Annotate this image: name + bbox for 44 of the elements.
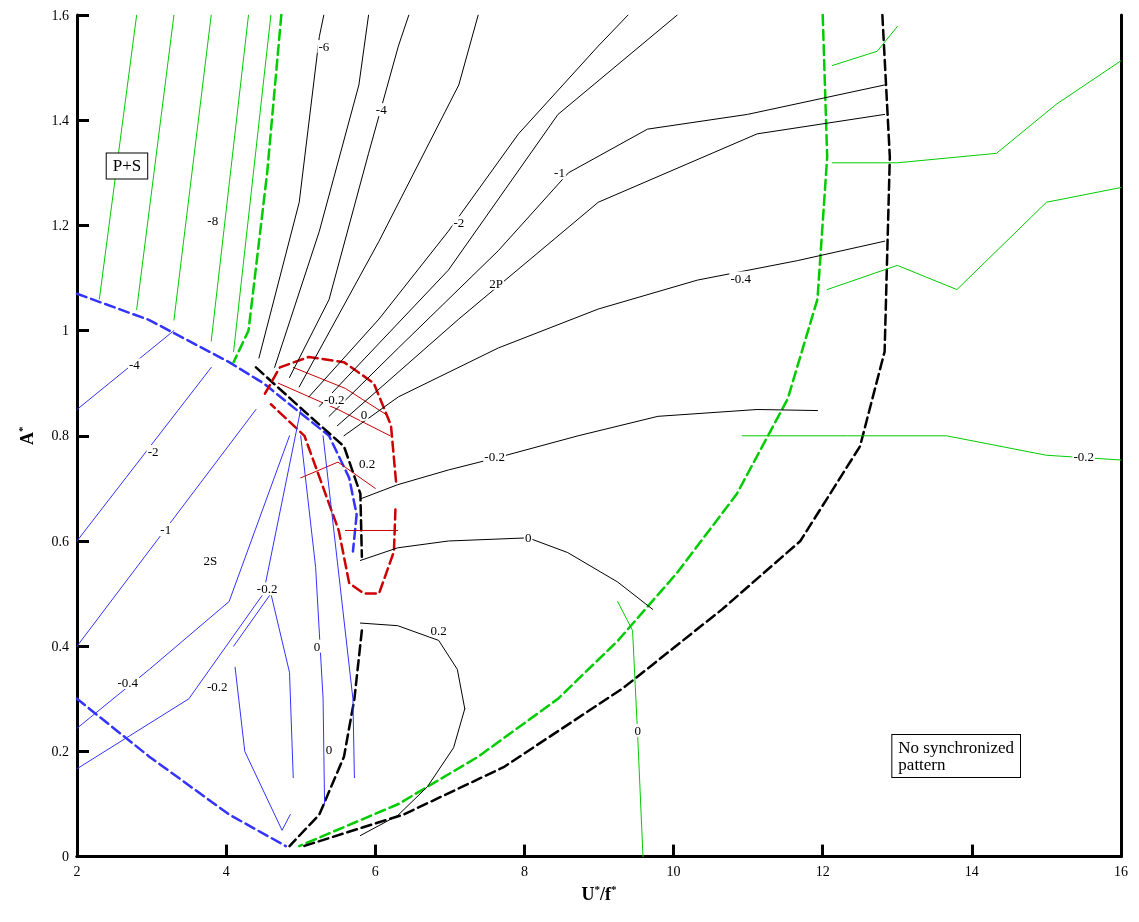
x-tick-label: 6: [371, 864, 379, 880]
annotation: P+S: [112, 156, 142, 176]
annotation: -2: [147, 444, 159, 460]
annotation: 2P: [489, 275, 503, 291]
x-tick-label: 8: [520, 864, 528, 880]
annotation: -6: [318, 39, 330, 55]
annotation: No synchronized pattern: [898, 738, 1015, 774]
annotation: 0: [524, 530, 532, 546]
y-tick-label: 0: [62, 849, 69, 865]
annotation: -4: [129, 357, 141, 373]
annotation: -8: [207, 213, 219, 229]
y-tick-label: 1.2: [51, 217, 69, 233]
annotation: -0.2: [256, 581, 278, 597]
annotation: -0.4: [730, 270, 752, 286]
x-axis-title: U*/f*: [581, 883, 617, 904]
x-tick-label: 14: [964, 864, 979, 880]
annotation: -0.4: [117, 674, 139, 690]
annotation: 0: [360, 406, 368, 422]
annotation: 0: [634, 722, 642, 738]
annotation: 0: [313, 638, 321, 654]
annotation: -1: [554, 165, 565, 181]
annotation: -4: [375, 102, 388, 118]
y-tick-label: 0.6: [51, 533, 69, 549]
y-tick-label: 0.2: [51, 743, 69, 759]
x-tick-label: 2: [73, 864, 81, 880]
annotation: 0.2: [430, 622, 447, 638]
x-tick-label: 12: [815, 864, 830, 880]
annotation: -2: [453, 215, 465, 231]
y-tick-label: 1: [62, 323, 69, 339]
y-axis-title: A*: [15, 426, 37, 446]
annotation: 0: [325, 741, 333, 757]
y-tick-label: 1.4: [51, 112, 69, 128]
x-tick-label: 4: [222, 864, 230, 880]
x-tick-label: 10: [666, 864, 681, 880]
y-tick-label: 1.6: [51, 7, 69, 23]
annotation: 0.2: [358, 455, 376, 471]
y-tick-label: 0.4: [51, 638, 69, 654]
annotation: -1: [160, 521, 172, 537]
y-tick-label: 0.8: [51, 428, 69, 444]
annotation: -0.2: [323, 392, 345, 408]
annotation: -0.2: [1073, 449, 1095, 465]
annotation: 2S: [203, 552, 218, 568]
annotation: -0.2: [206, 678, 228, 694]
x-tick-label: 16: [1114, 864, 1128, 880]
